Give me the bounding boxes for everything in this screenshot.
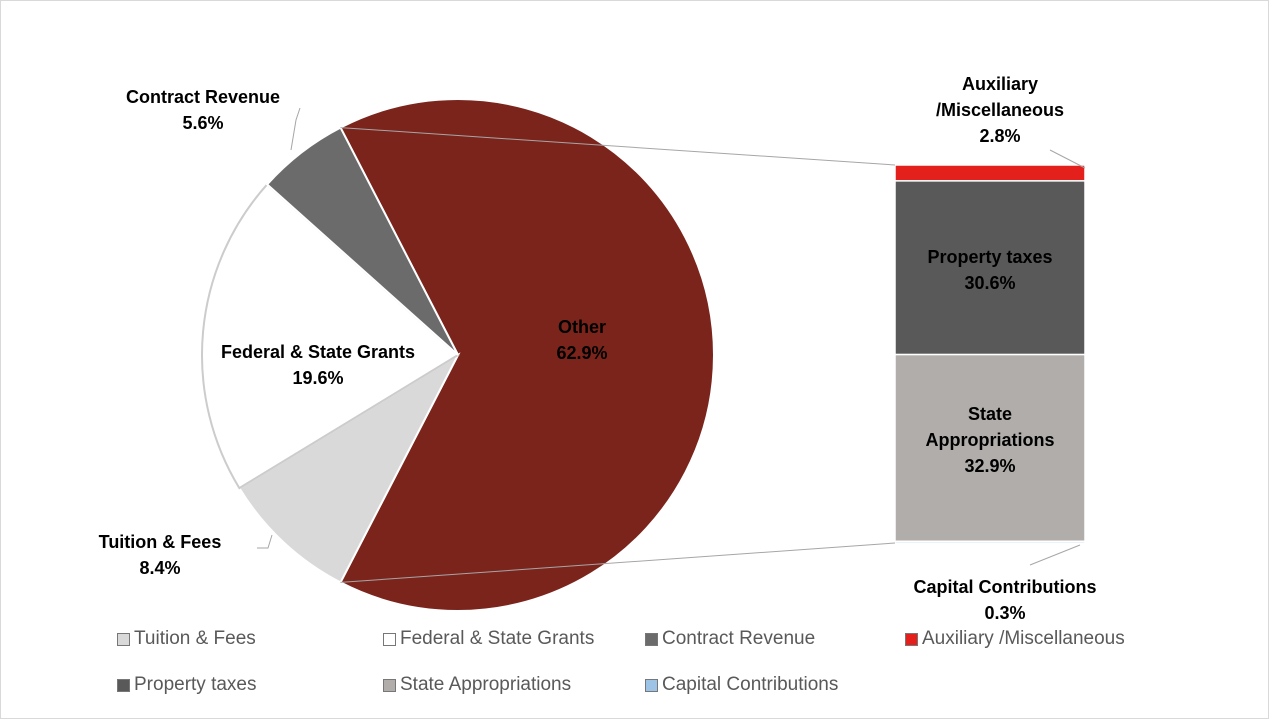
data-label: Other 62.9% — [502, 314, 662, 366]
pie-slice — [237, 352, 461, 584]
connector — [340, 542, 896, 583]
pie-slice — [201, 183, 460, 490]
label-value: 5.6% — [182, 113, 224, 133]
legend-swatch — [383, 678, 396, 692]
legend-swatch — [645, 632, 658, 646]
label-value: 19.6% — [292, 368, 344, 388]
legend-swatch — [117, 632, 130, 646]
pie-slice — [339, 98, 715, 612]
legend-label: Property taxes — [134, 674, 257, 695]
label-name: Capital Contributions — [913, 577, 1097, 597]
label-name: Other — [557, 317, 606, 337]
legend-item: Property taxes — [117, 674, 257, 696]
leader — [1049, 149, 1086, 169]
legend-swatch — [905, 632, 918, 646]
legend-label: Tuition & Fees — [134, 628, 256, 649]
bar-segment — [894, 540, 1086, 544]
legend-swatch — [117, 678, 130, 692]
connector — [340, 127, 896, 166]
legend-label: Capital Contributions — [662, 674, 839, 695]
legend-item: Federal & State Grants — [383, 628, 594, 650]
data-label: Federal & State Grants 19.6% — [188, 339, 448, 391]
data-label: Tuition & Fees 8.4% — [60, 529, 260, 581]
label-value: 8.4% — [139, 558, 181, 578]
legend-item: Capital Contributions — [645, 674, 838, 696]
leader — [1029, 544, 1081, 566]
label-name: Contract Revenue — [125, 87, 281, 107]
label-value: 62.9% — [556, 343, 608, 363]
label-name: State Appropriations — [925, 404, 1055, 450]
legend-swatch — [645, 678, 658, 692]
legend-label: State Appropriations — [400, 674, 572, 695]
label-name: Federal & State Grants — [220, 342, 416, 362]
label-name: Property taxes — [927, 247, 1053, 267]
label-name: Tuition & Fees — [98, 532, 222, 552]
legend-item: Contract Revenue — [645, 628, 815, 650]
legend-item: Tuition & Fees — [117, 628, 256, 650]
label-value: 0.3% — [984, 603, 1026, 623]
legend-label: Auxiliary /Miscellaneous — [922, 628, 1125, 649]
label-value: 2.8% — [979, 126, 1021, 146]
data-label: State Appropriations 32.9% — [905, 401, 1075, 479]
pie-slice — [265, 126, 459, 356]
label-value: 32.9% — [964, 456, 1016, 476]
data-label: Auxiliary /Miscellaneous 2.8% — [915, 71, 1085, 149]
legend-swatch — [383, 632, 396, 646]
legend-label: Contract Revenue — [662, 628, 816, 649]
bar-segment — [894, 180, 1086, 356]
legend-label: Federal & State Grants — [400, 628, 595, 649]
leader — [290, 107, 301, 151]
bar-segment — [894, 164, 1086, 182]
label-value: 30.6% — [964, 273, 1016, 293]
data-label: Property taxes 30.6% — [895, 244, 1085, 296]
data-label: Contract Revenue 5.6% — [93, 84, 313, 136]
legend-item: State Appropriations — [383, 674, 571, 696]
label-name: Auxiliary /Miscellaneous — [935, 74, 1065, 120]
data-label: Capital Contributions 0.3% — [885, 574, 1125, 626]
leader — [257, 534, 273, 549]
legend-item: Auxiliary /Miscellaneous — [905, 628, 1125, 650]
